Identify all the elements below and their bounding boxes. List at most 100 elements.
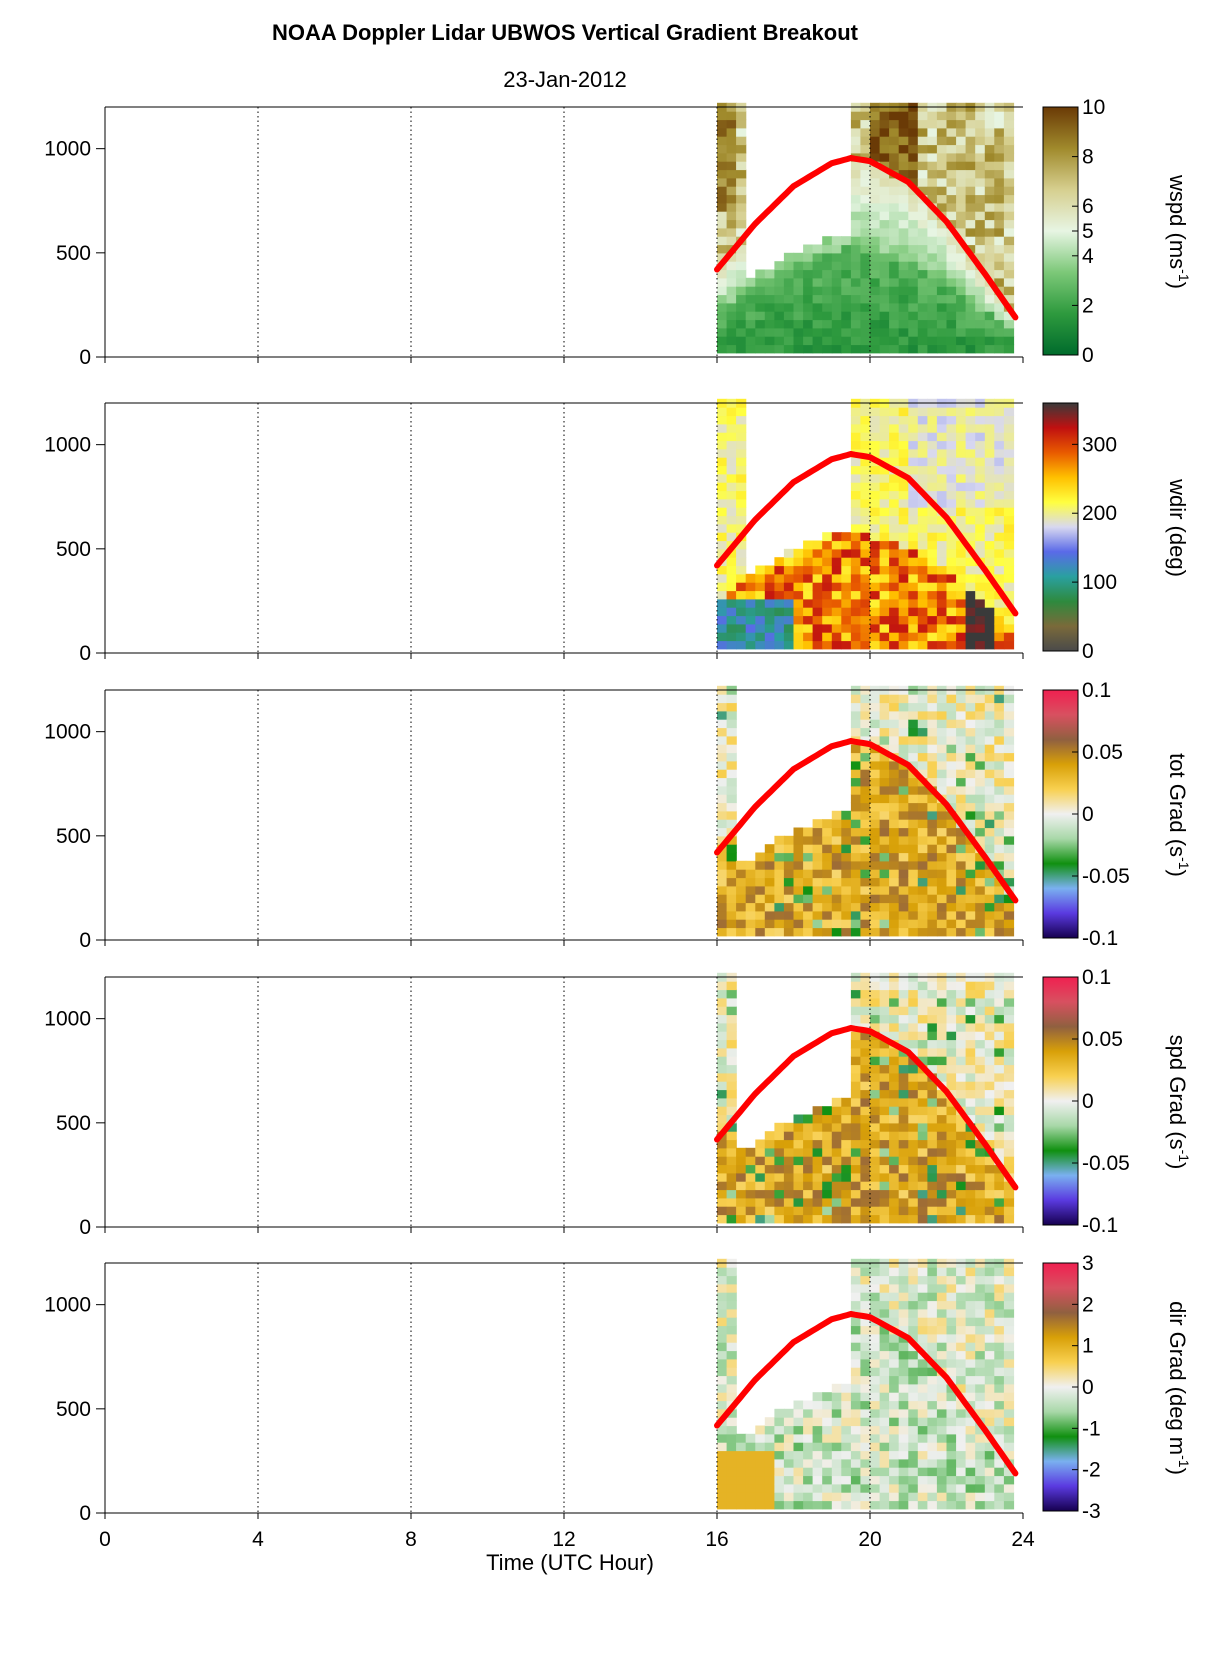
heatmap-cell [793, 548, 804, 558]
heatmap-cell [898, 302, 909, 312]
heatmap-cell [860, 981, 871, 991]
heatmap-cell [965, 1500, 976, 1510]
heatmap-cell [965, 710, 976, 720]
heatmap-cell [879, 1172, 890, 1182]
heatmap-cell [917, 877, 928, 887]
heatmap-cell [726, 1206, 737, 1216]
heatmap-cell [822, 1114, 833, 1124]
heatmap-cell [936, 769, 948, 779]
heatmap-cell [783, 894, 795, 904]
heatmap-cell [812, 244, 823, 254]
heatmap-cell [927, 1333, 938, 1343]
heatmap-cell [870, 852, 881, 862]
heatmap-cell [984, 827, 995, 837]
heatmap-cell [717, 877, 728, 887]
heatmap-cell [831, 640, 842, 650]
heatmap-cell [889, 860, 900, 870]
heatmap-cell [745, 1147, 756, 1157]
heatmap-cell [889, 1342, 900, 1352]
heatmap-cell [841, 827, 852, 837]
heatmap-cell [898, 448, 909, 458]
heatmap-cell [936, 1172, 948, 1182]
heatmap-cell [908, 119, 919, 129]
heatmap-cell [860, 1131, 871, 1141]
heatmap-cell [889, 744, 900, 754]
heatmap-cell [822, 1467, 833, 1477]
heatmap-cell [946, 1081, 957, 1091]
heatmap-cell [908, 827, 919, 837]
heatmap-cell [793, 319, 804, 329]
heatmap-cell [908, 852, 919, 862]
heatmap-cell [850, 835, 862, 845]
heatmap-cell [831, 860, 842, 870]
heatmap-cell [927, 407, 938, 417]
heatmap-cell [889, 1081, 900, 1091]
heatmap-cell [717, 632, 728, 642]
heatmap-cell [1003, 557, 1015, 567]
heatmap-cell [774, 336, 785, 346]
colorbar-label: spd Grad (s-1) [1165, 1035, 1192, 1170]
colorbar-tick-label: 100 [1082, 571, 1117, 594]
heatmap-cell [1003, 1147, 1015, 1157]
heatmap-cell [917, 457, 928, 467]
heatmap-cell [898, 194, 909, 204]
heatmap-cell [870, 144, 881, 154]
heatmap-cell [917, 1106, 928, 1116]
heatmap-cell [717, 835, 728, 845]
heatmap-cell [879, 1325, 890, 1335]
heatmap-cell [975, 744, 986, 754]
heatmap-cell [870, 1097, 881, 1107]
heatmap-cell [879, 727, 890, 737]
heatmap-cell [917, 1425, 928, 1435]
heatmap-cell [879, 1500, 890, 1510]
colorbar-tick-label: 0 [1082, 1376, 1094, 1399]
heatmap-cell [936, 144, 948, 154]
heatmap-cell [965, 119, 976, 129]
heatmap-cell [831, 1425, 842, 1435]
heatmap-cell [879, 219, 890, 229]
heatmap-cell [1003, 440, 1015, 450]
heatmap-cell [898, 735, 909, 745]
heatmap-cell [879, 1425, 890, 1435]
heatmap-cell [936, 1408, 948, 1418]
heatmap-cell [908, 1433, 919, 1443]
heatmap-cell [1003, 161, 1015, 171]
heatmap-cell [1003, 344, 1015, 354]
heatmap-cell [965, 440, 976, 450]
heatmap-cell [1003, 1350, 1015, 1360]
heatmap-cell [783, 557, 795, 567]
heatmap-cell [860, 1089, 871, 1099]
heatmap-cell [946, 302, 957, 312]
heatmap-cell [936, 1156, 948, 1166]
heatmap-cell [975, 1408, 986, 1418]
heatmap-cell [994, 548, 1005, 558]
heatmap-cell [726, 802, 737, 812]
heatmap-cell [717, 1342, 728, 1352]
heatmap-cell [870, 119, 881, 129]
heatmap-cell [1003, 448, 1015, 458]
heatmap-cell [831, 1492, 842, 1502]
heatmap-cell [879, 710, 890, 720]
heatmap-cell [908, 981, 919, 991]
heatmap-cell [755, 615, 766, 625]
heatmap-cell [927, 1206, 938, 1216]
heatmap-cell [994, 1131, 1005, 1141]
heatmap-cell [850, 1358, 862, 1368]
heatmap-cell [889, 1131, 900, 1141]
heatmap-cell [994, 1147, 1005, 1157]
heatmap-cell [870, 448, 881, 458]
heatmap-cell [870, 548, 881, 558]
heatmap-cell [745, 344, 756, 354]
heatmap-cell [745, 927, 756, 937]
heatmap-cell [994, 1475, 1005, 1485]
heatmap-cell [984, 473, 995, 483]
heatmap-cell [726, 1300, 737, 1310]
heatmap-cell [946, 835, 957, 845]
heatmap-cell [803, 557, 814, 567]
heatmap-cell [984, 1064, 995, 1074]
heatmap-cell [717, 169, 728, 179]
heatmap-cell [898, 1139, 909, 1149]
heatmap-cell [946, 1333, 957, 1343]
heatmap-cell [956, 423, 967, 433]
heatmap-cell [860, 407, 871, 417]
